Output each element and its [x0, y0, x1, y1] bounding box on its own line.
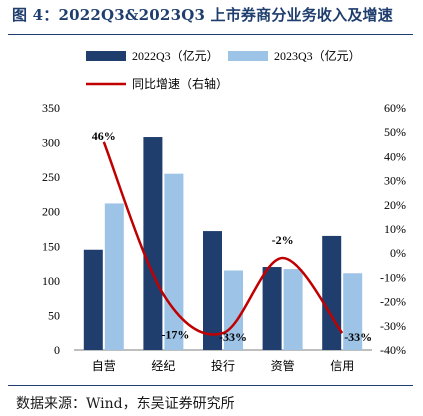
legend-label-yoy: 同比增速（右轴） — [132, 76, 228, 91]
axes: 0 50 100 150 200 250 300 350 -40% -30% -20% -10% 0% 1… — [42, 101, 406, 373]
bar-2022 — [143, 137, 163, 350]
bottom-rule — [8, 385, 413, 386]
y-left-tick-label: 200 — [42, 205, 60, 219]
y-left-tick-label: 150 — [42, 239, 60, 253]
data-labels: 46% -17% -33% -2% -33% — [92, 129, 372, 344]
bar-2023 — [164, 173, 184, 350]
top-rule — [8, 34, 413, 35]
source-note: 数据来源：Wind，东吴证券研究所 — [16, 396, 235, 412]
y-left-tick-label: 250 — [42, 170, 60, 184]
y-left-tick-label: 0 — [54, 343, 60, 357]
bar-2022 — [83, 249, 103, 350]
legend-label-2022: 2022Q3（亿元） — [132, 48, 219, 63]
y-right-tick-label: -30% — [380, 319, 406, 333]
bar-2023 — [283, 269, 303, 350]
yoy-data-label: 46% — [92, 129, 116, 143]
legend-label-2023: 2023Q3（亿元） — [274, 48, 361, 63]
bar-2023 — [104, 203, 124, 350]
legend: 2022Q3（亿元） 2023Q3（亿元） 同比增速（右轴） — [86, 48, 361, 91]
yoy-line-path — [102, 141, 344, 336]
y-left-tick-label: 50 — [48, 308, 60, 322]
bar-2023 — [343, 273, 363, 350]
yoy-data-label: -33% — [344, 330, 372, 344]
y-left-tick-label: 300 — [42, 136, 60, 150]
legend-swatch-2023 — [228, 51, 268, 61]
y-right-tick-label: 50% — [384, 125, 406, 139]
yoy-data-label: -17% — [161, 327, 189, 341]
y-right-tick-label: -40% — [380, 343, 406, 357]
yoy-line — [102, 141, 344, 336]
y-left-tick-label: 350 — [42, 101, 60, 115]
x-tick-label: 自营 — [92, 359, 116, 373]
y-right-tick-label: -10% — [380, 270, 406, 284]
bar-2022 — [262, 267, 282, 350]
y-right-tick-label: 0% — [390, 246, 406, 260]
figure-title: 图 4：2022Q3&2023Q3 上市券商分业务收入及增速 — [12, 6, 393, 24]
y-right-tick-label: 30% — [384, 174, 406, 188]
yoy-data-label: -33% — [219, 330, 247, 344]
y-left-tick-label: 100 — [42, 274, 60, 288]
x-tick-label: 经纪 — [151, 359, 175, 373]
y-right-tick-label: 10% — [384, 222, 406, 236]
y-right-tick-label: -20% — [380, 295, 406, 309]
y-right-tick-label: 20% — [384, 198, 406, 212]
legend-swatch-2022 — [86, 51, 126, 61]
x-tick-label: 信用 — [330, 359, 354, 373]
y-right-tick-label: 40% — [384, 149, 406, 163]
x-tick-label: 资管 — [271, 358, 295, 373]
yoy-data-label: -2% — [272, 233, 294, 247]
bars — [83, 137, 363, 350]
y-right-tick-label: 60% — [384, 101, 406, 115]
bar-2022 — [322, 235, 342, 350]
bar-2022 — [203, 231, 222, 350]
x-tick-label: 投行 — [211, 358, 235, 373]
